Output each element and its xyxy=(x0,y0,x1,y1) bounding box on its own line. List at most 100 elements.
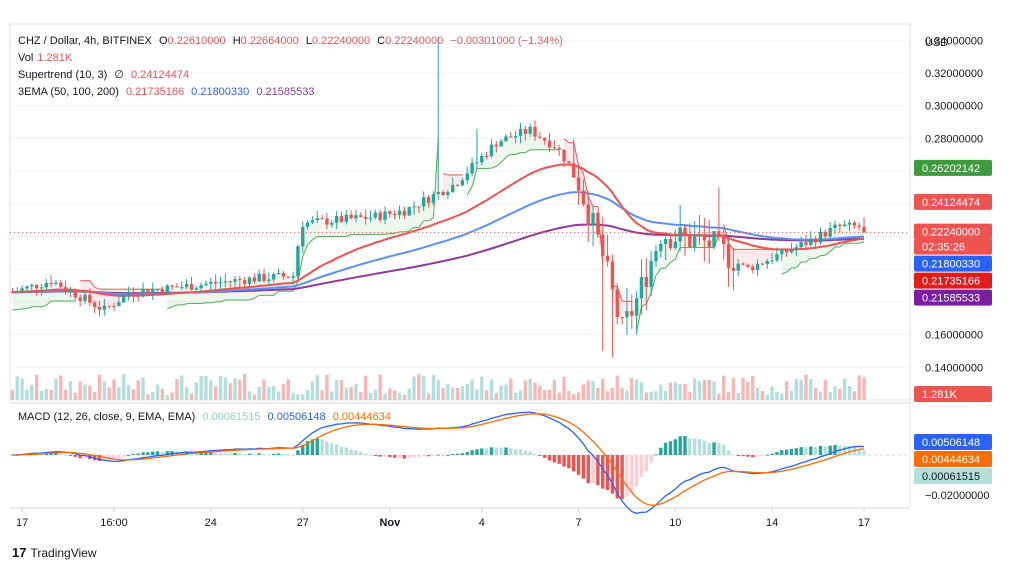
volume-bar xyxy=(301,394,305,400)
price-badge-5: 0.21735166 xyxy=(922,276,980,288)
macd-histogram-bar xyxy=(441,454,445,456)
supertrend-fill xyxy=(539,139,545,150)
macd-histogram-bar xyxy=(339,446,344,455)
volume-bar xyxy=(804,374,808,400)
candle-body xyxy=(847,222,852,225)
volume-bar xyxy=(668,382,673,400)
time-tick-label: 10 xyxy=(669,517,681,529)
candle-body xyxy=(199,285,203,289)
volume-bar xyxy=(73,392,78,400)
candle-body xyxy=(833,224,837,228)
volume-bar xyxy=(557,392,561,400)
volume-bar xyxy=(20,378,24,400)
supertrend-segment xyxy=(181,303,187,306)
macd-histogram-bar xyxy=(213,452,218,455)
candle-body xyxy=(688,234,692,247)
macd-histogram-bar xyxy=(717,442,721,455)
macd-histogram-bar xyxy=(663,442,668,455)
volume-bar xyxy=(165,394,169,400)
supertrend-segment xyxy=(94,286,100,290)
candle-body xyxy=(726,244,731,268)
volume-bar xyxy=(751,376,755,400)
supertrend-fill xyxy=(670,244,676,263)
price-badge-3: 02:35:26 xyxy=(922,242,965,254)
volume-bar xyxy=(663,391,668,400)
macd-histogram-bar xyxy=(296,450,300,455)
volume-bar xyxy=(673,382,678,400)
volume-bar xyxy=(368,393,373,400)
candle-body xyxy=(160,289,165,294)
volume-bar xyxy=(151,391,155,400)
volume-bar xyxy=(857,375,861,400)
price-badge-1-bg xyxy=(914,193,992,210)
supertrend-fill xyxy=(515,132,521,155)
volume-bar xyxy=(765,394,769,400)
supertrend-fill xyxy=(762,249,768,263)
candle-body xyxy=(242,279,247,284)
candle-body xyxy=(707,240,711,247)
volume-bar xyxy=(170,392,174,400)
macd-histogram-bar xyxy=(818,445,823,455)
volume-bar xyxy=(572,394,576,400)
macd-histogram-bar xyxy=(68,455,73,456)
candle-body xyxy=(83,294,87,302)
volume-bar xyxy=(25,389,29,400)
macd-histogram-bar xyxy=(692,438,697,455)
volume-bar xyxy=(489,379,494,400)
close-value: 0.22240000 xyxy=(385,35,444,47)
ema100-line xyxy=(12,191,865,296)
macd-histogram-bar xyxy=(557,455,561,464)
candle-body xyxy=(305,222,310,227)
macd-badge-bg xyxy=(914,434,992,450)
volume-bar xyxy=(209,380,213,400)
volume-bar xyxy=(242,374,247,400)
tradingview-logo[interactable]: 17 TradingView xyxy=(12,545,97,560)
supertrend-segment xyxy=(408,227,415,232)
candle-body xyxy=(862,226,866,233)
macd-histogram-bar xyxy=(117,455,121,459)
volume-bar xyxy=(252,394,257,400)
high-value: 0.22664000 xyxy=(240,35,299,47)
macd-histogram-bar xyxy=(155,451,160,455)
macd-histogram-bar xyxy=(54,452,58,455)
candle-body xyxy=(542,137,547,141)
candle-body xyxy=(189,284,194,290)
supertrend-fill xyxy=(622,301,627,315)
price-tick-label: 0.16000000 xyxy=(925,330,983,342)
volume-bar xyxy=(431,375,436,400)
candle-body xyxy=(489,144,494,157)
candle-body xyxy=(615,289,619,318)
volume-bar xyxy=(223,377,228,400)
supertrend-segment xyxy=(839,242,845,248)
macd-histogram-bar xyxy=(673,439,678,455)
macd-histogram-bar xyxy=(494,447,498,455)
volume-bar xyxy=(426,393,431,400)
volume-bar xyxy=(276,391,281,400)
macd-histogram-bar xyxy=(83,455,87,459)
volume-bar xyxy=(581,384,586,400)
volume-bar xyxy=(392,390,397,400)
macd-histogram-bar xyxy=(562,455,566,467)
open-value: 0.22610000 xyxy=(167,35,226,47)
supertrend-segment xyxy=(805,257,812,263)
volume-bar xyxy=(639,382,644,400)
volume-bar xyxy=(484,390,489,400)
time-tick-label: 14 xyxy=(766,517,778,529)
macd-histogram-bar xyxy=(301,444,305,455)
candle-body xyxy=(804,242,808,245)
candle-body xyxy=(731,267,736,271)
macd-histogram-bar xyxy=(334,444,339,455)
volume-bar xyxy=(97,374,102,400)
candle-body xyxy=(818,231,823,243)
supertrend-fill xyxy=(781,250,787,275)
macd-histogram-bar xyxy=(828,445,832,455)
volume-bar xyxy=(402,394,407,400)
macd-histogram-bar xyxy=(325,441,329,455)
candle-body xyxy=(683,227,687,235)
volume-bar xyxy=(833,386,837,400)
macd-histogram-bar xyxy=(572,455,576,472)
supertrend-segment xyxy=(273,290,279,296)
candle-body xyxy=(286,276,290,278)
candle-body xyxy=(538,136,542,138)
